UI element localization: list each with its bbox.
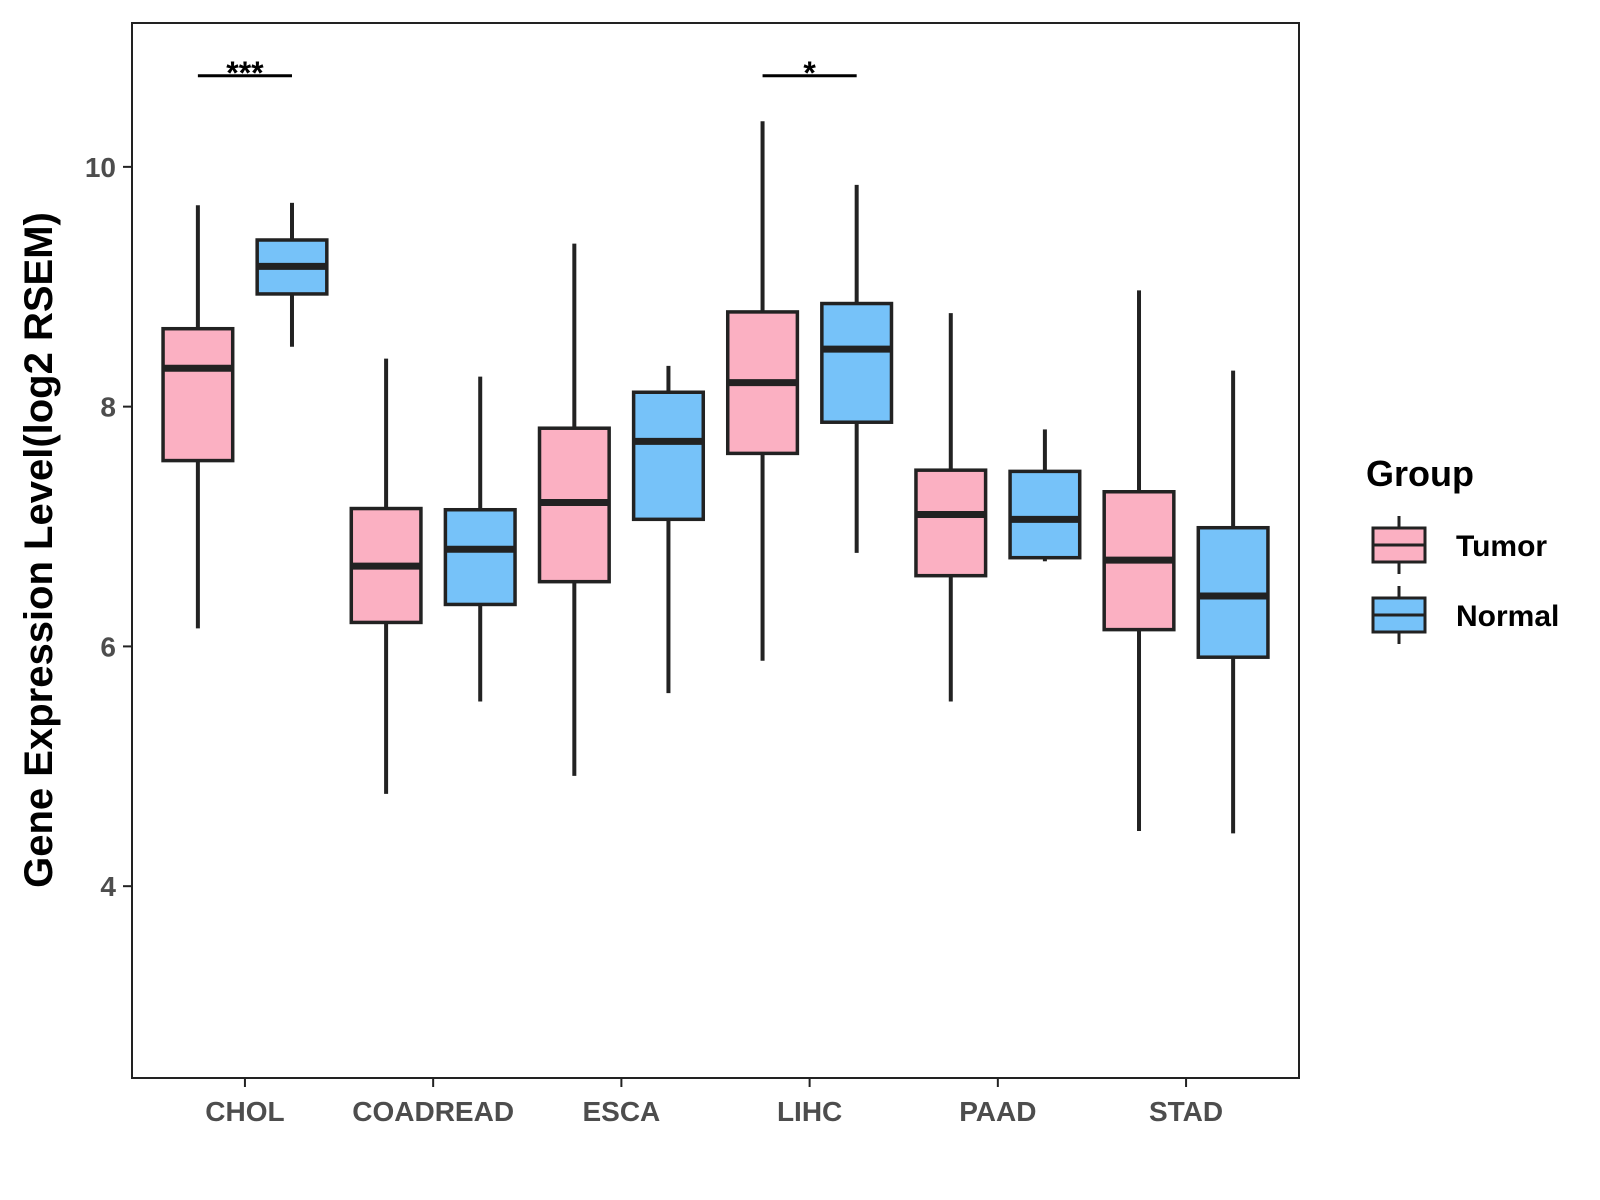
legend-key-tumor — [1371, 516, 1427, 574]
box-iqr — [1008, 469, 1082, 560]
x-tick-label: CHOL — [205, 1096, 284, 1127]
x-axis: CHOL COADREAD ESCA LIHC PAAD STAD — [205, 1078, 1223, 1127]
y-axis: 4 6 8 10 — [85, 152, 132, 902]
legend-label-tumor: Tumor — [1456, 530, 1547, 563]
y-tick-label: 8 — [100, 392, 116, 423]
box-series — [161, 121, 1270, 834]
box-normal-coadread — [443, 376, 517, 702]
box-iqr — [820, 301, 894, 424]
box-iqr — [631, 390, 706, 522]
significance-label: *** — [226, 55, 264, 91]
x-tick-label: LIHC — [777, 1096, 842, 1127]
box-tumor-paad — [914, 313, 988, 702]
box-tumor-coadread — [349, 358, 423, 794]
box-iqr — [1196, 525, 1270, 659]
y-tick-label: 6 — [100, 631, 116, 662]
significance-label: * — [803, 55, 816, 91]
box-normal-chol — [255, 202, 329, 347]
box-tumor-chol — [161, 205, 235, 629]
box-normal-paad — [1008, 429, 1082, 562]
box-iqr — [914, 468, 988, 578]
significance-annotations: *** * — [197, 55, 857, 91]
y-tick-label: 10 — [85, 152, 116, 183]
legend-key-normal — [1371, 586, 1427, 644]
box-iqr — [443, 507, 517, 607]
x-tick-label: STAD — [1149, 1096, 1223, 1127]
legend: Group Tumor Normal — [1366, 453, 1559, 644]
box-iqr — [161, 326, 235, 463]
box-normal-stad — [1196, 370, 1270, 834]
box-tumor-lihc — [725, 121, 800, 661]
box-tumor-esca — [537, 243, 611, 776]
legend-title: Group — [1366, 453, 1474, 494]
box-normal-lihc — [820, 184, 894, 553]
y-tick-label: 4 — [100, 871, 116, 902]
y-axis-title: Gene Expression Level(log2 RSEM) — [17, 212, 61, 888]
x-tick-label: ESCA — [582, 1096, 660, 1127]
x-tick-label: PAAD — [959, 1096, 1036, 1127]
legend-label-normal: Normal — [1456, 600, 1559, 633]
x-tick-label: COADREAD — [352, 1096, 514, 1127]
box-tumor-stad — [1102, 290, 1176, 832]
box-normal-esca — [631, 365, 706, 694]
